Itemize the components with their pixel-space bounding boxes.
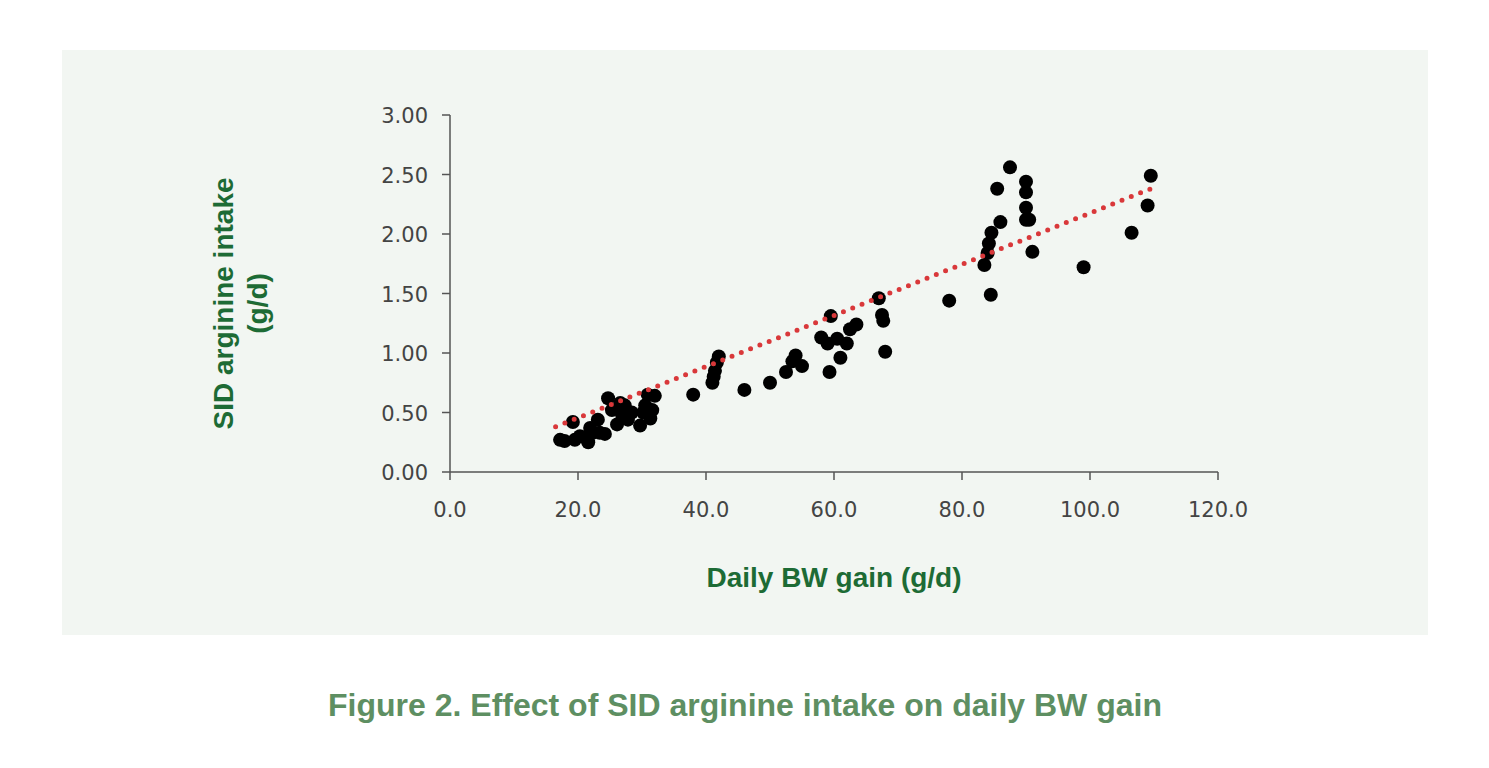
data-point xyxy=(1141,198,1155,212)
data-point xyxy=(942,294,956,308)
y-tick xyxy=(442,471,450,473)
x-tick xyxy=(1089,472,1091,480)
data-point xyxy=(591,413,605,427)
data-point xyxy=(984,288,998,302)
data-point xyxy=(1003,160,1017,174)
data-point xyxy=(876,314,890,328)
x-tick xyxy=(961,472,963,480)
x-tick-label: 120.0 xyxy=(1188,498,1248,522)
y-tick xyxy=(442,233,450,235)
data-point xyxy=(1025,245,1039,259)
x-tick-label: 100.0 xyxy=(1060,498,1120,522)
y-tick-label: 2.50 xyxy=(381,164,428,188)
y-tick-label: 0.50 xyxy=(381,402,428,426)
trend-line xyxy=(556,189,1151,427)
data-point xyxy=(840,336,854,350)
y-tick-label: 0.00 xyxy=(381,461,428,485)
plot-data xyxy=(553,160,1158,449)
data-point xyxy=(823,365,837,379)
y-tick-label: 1.00 xyxy=(381,342,428,366)
x-tick xyxy=(705,472,707,480)
x-tick-label: 0.0 xyxy=(433,498,466,522)
y-tick-label: 3.00 xyxy=(381,104,428,128)
data-point xyxy=(795,359,809,373)
x-axis-label: Daily BW gain (g/d) xyxy=(706,562,961,593)
x-tick xyxy=(449,472,451,480)
data-point xyxy=(1077,260,1091,274)
y-axis-label: SID arginine intake(g/d) xyxy=(208,177,273,429)
data-point xyxy=(1019,185,1033,199)
data-point xyxy=(990,182,1004,196)
data-point xyxy=(993,215,1007,229)
panel-background xyxy=(62,50,1428,635)
x-tick-label: 40.0 xyxy=(683,498,730,522)
data-point xyxy=(1144,169,1158,183)
data-point xyxy=(849,317,863,331)
x-tick xyxy=(1217,472,1219,480)
data-point xyxy=(737,383,751,397)
y-tick-label: 2.00 xyxy=(381,223,428,247)
x-tick-label: 60.0 xyxy=(811,498,858,522)
data-point xyxy=(566,415,580,429)
y-axis-label-line: SID arginine intake xyxy=(208,177,239,429)
y-tick xyxy=(442,412,450,414)
x-tick-label: 80.0 xyxy=(939,498,986,522)
y-tick xyxy=(442,352,450,354)
data-point xyxy=(763,376,777,390)
x-tick xyxy=(833,472,835,480)
y-tick-label: 1.50 xyxy=(381,283,428,307)
data-point xyxy=(645,403,659,417)
data-point xyxy=(984,226,998,240)
x-tick-label: 20.0 xyxy=(555,498,602,522)
data-point xyxy=(878,345,892,359)
chart-title: Figure 2. Effect of SID arginine intake … xyxy=(328,687,1162,723)
data-point xyxy=(686,388,700,402)
data-point xyxy=(1022,213,1036,227)
data-point xyxy=(1125,226,1139,240)
y-tick xyxy=(442,114,450,116)
data-point xyxy=(598,427,612,441)
y-axis-label-line: (g/d) xyxy=(242,273,273,334)
data-point xyxy=(833,351,847,365)
x-tick xyxy=(577,472,579,480)
y-tick xyxy=(442,174,450,176)
chart: 0.0 20.0 40.0 60.0 80.0 100.0 120.0 0.00 0.50 1.0… xyxy=(0,0,1489,768)
y-tick xyxy=(442,293,450,295)
data-point xyxy=(977,258,991,272)
